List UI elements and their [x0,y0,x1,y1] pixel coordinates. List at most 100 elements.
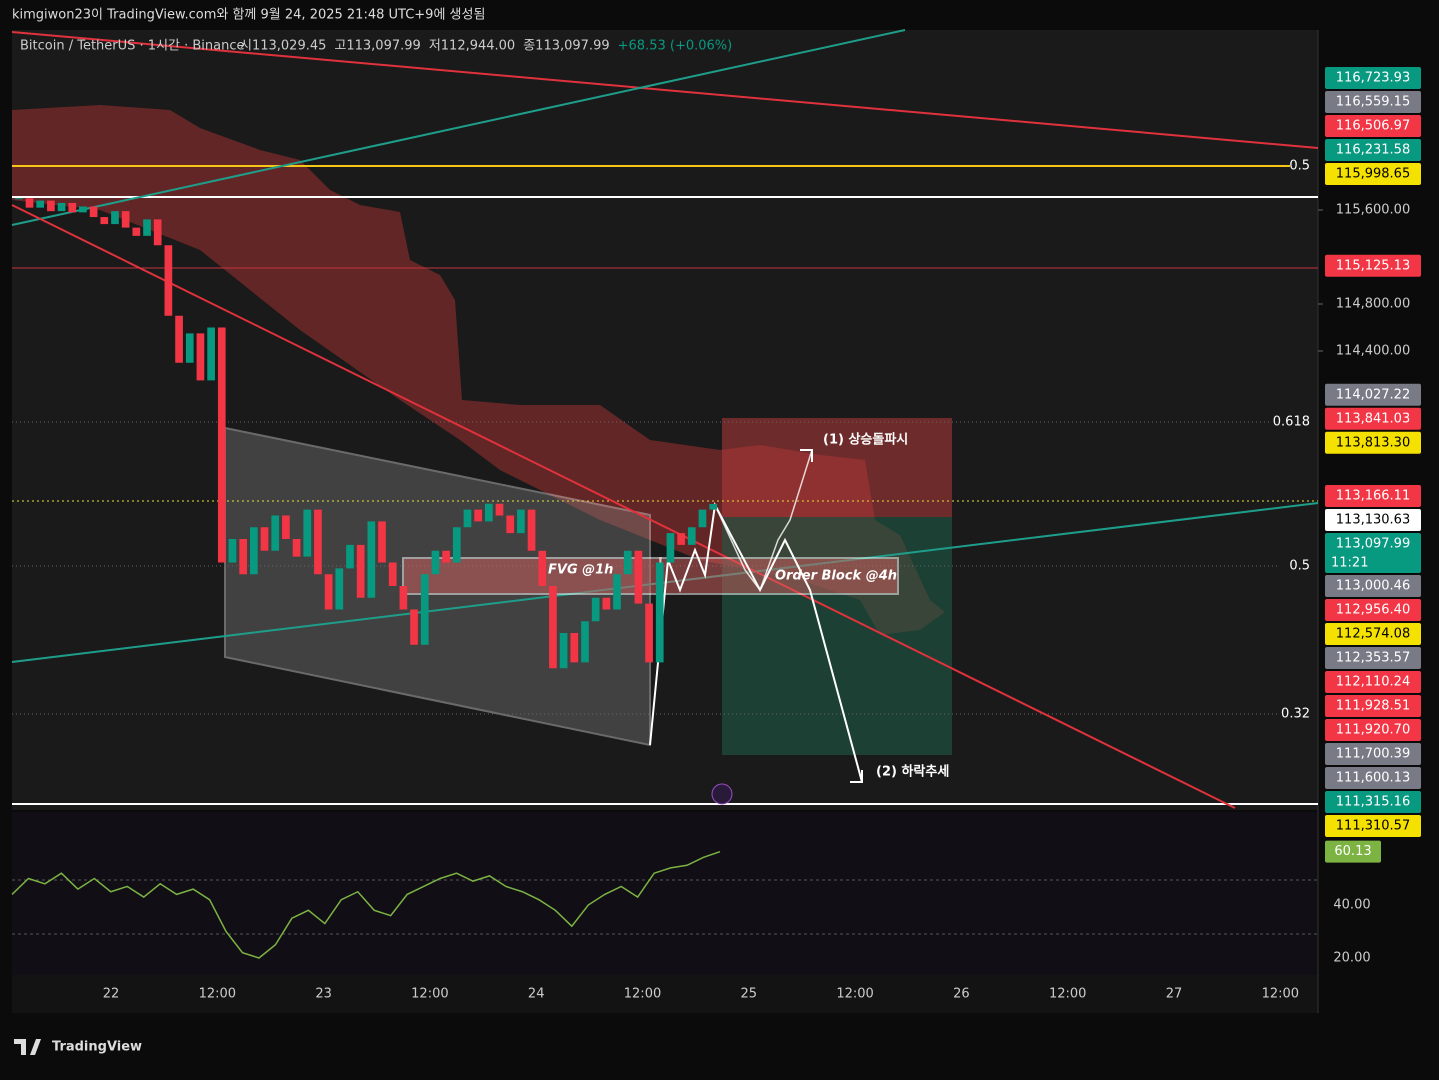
candle [591,597,600,622]
price-bubble [1325,742,1421,765]
time-label: 26 [953,987,970,1002]
candle [271,515,280,551]
candle [111,211,119,225]
logo[interactable]: TradingView [52,1040,142,1055]
candle [634,550,643,604]
price-label: 114,027.22 [1336,387,1410,402]
price-label: 111,928.51 [1336,698,1410,713]
logo-icon [14,1039,41,1055]
arrow-head [850,770,863,783]
price-bubble [1325,407,1421,430]
candle [89,206,98,218]
rsi-tick-label: 20.00 [1333,951,1370,966]
price-label: 116,723.93 [1336,70,1410,85]
candle [239,539,247,575]
candle [399,586,408,610]
fib-label: 0.618 [1273,415,1310,430]
candle [314,509,322,575]
time-label: 24 [528,987,545,1002]
price-label: 111,920.70 [1336,722,1410,737]
price-bubble [1325,790,1421,813]
price-bubble [1325,254,1421,277]
candle [100,217,109,225]
candle [495,503,504,516]
price-bubble [1325,383,1421,406]
candle [367,521,376,598]
countdown: 11:21 [1331,555,1368,570]
price-label: 115,125.13 [1336,258,1410,273]
candle [143,219,151,236]
rsi-pane [12,812,1318,975]
candle [346,544,354,569]
candle [57,202,66,212]
candle [132,227,141,236]
price-tick-label: 115,600.00 [1336,203,1410,218]
candle [250,527,258,575]
price-bubble [1325,90,1421,113]
candle [687,527,696,545]
price-label: 111,310.57 [1336,818,1410,833]
time-label: 12:00 [199,987,236,1002]
projection-path-down [649,501,863,783]
candle [378,521,386,563]
candle [666,533,675,563]
trend-line [11,204,1236,809]
price-label: 113,813.30 [1336,435,1410,450]
candle [388,562,397,586]
price-bubble [1325,598,1421,621]
price-label: 116,506.97 [1336,118,1410,133]
price-bubble [1325,646,1421,669]
price-bubble [1325,431,1421,454]
fvg-box [402,557,662,595]
time-label: 25 [741,987,758,1002]
ohlc-value: 저112,944.00 [429,39,515,54]
price-label: 113,166.11 [1336,488,1410,503]
candle [452,527,461,563]
projection-path-up [714,449,813,592]
candle [709,503,717,510]
candle [68,202,77,213]
candle [463,509,472,528]
price-label: 112,353.57 [1336,650,1410,665]
price-bubble [1325,814,1421,837]
arrow-head [800,449,813,462]
candle [303,509,312,557]
target-zone [722,517,952,755]
annotation: FVG @1h [548,563,613,578]
candle [549,586,557,669]
price-bubble [1325,622,1421,645]
candle [517,509,525,534]
alert-icon[interactable] [711,783,733,805]
candle [15,198,23,200]
price-bubble [1325,114,1421,137]
annotation: (2) 하락추세 [876,764,949,780]
rsi-bubble [1325,840,1381,863]
fib-label: 0.5 [1289,159,1310,174]
time-label: 12:00 [624,987,661,1002]
price-label: 111,315.16 [1336,794,1410,809]
price-bubble [1325,574,1421,597]
fib-label: 0.5 [1289,559,1310,574]
candle [175,315,183,363]
candle [335,568,344,610]
candle [645,603,653,663]
price-label: 112,956.40 [1336,602,1410,617]
ohlc-value: 시113,029.45 [240,39,326,54]
candle [292,539,301,557]
candle [613,574,621,610]
annotation: Order Block @4h [775,569,897,584]
candle [185,333,194,363]
price-label: 113,000.46 [1336,578,1410,593]
candle [25,198,34,208]
time-label: 12:00 [836,987,873,1002]
candle [506,515,515,534]
candle [527,509,536,551]
time-label: 27 [1166,987,1183,1002]
price-bubble [1325,484,1421,507]
candle [623,550,632,575]
price-bubble [1325,766,1421,789]
rsi-line [11,850,721,959]
candle [474,509,482,522]
candle [164,245,173,316]
candle [431,550,440,575]
